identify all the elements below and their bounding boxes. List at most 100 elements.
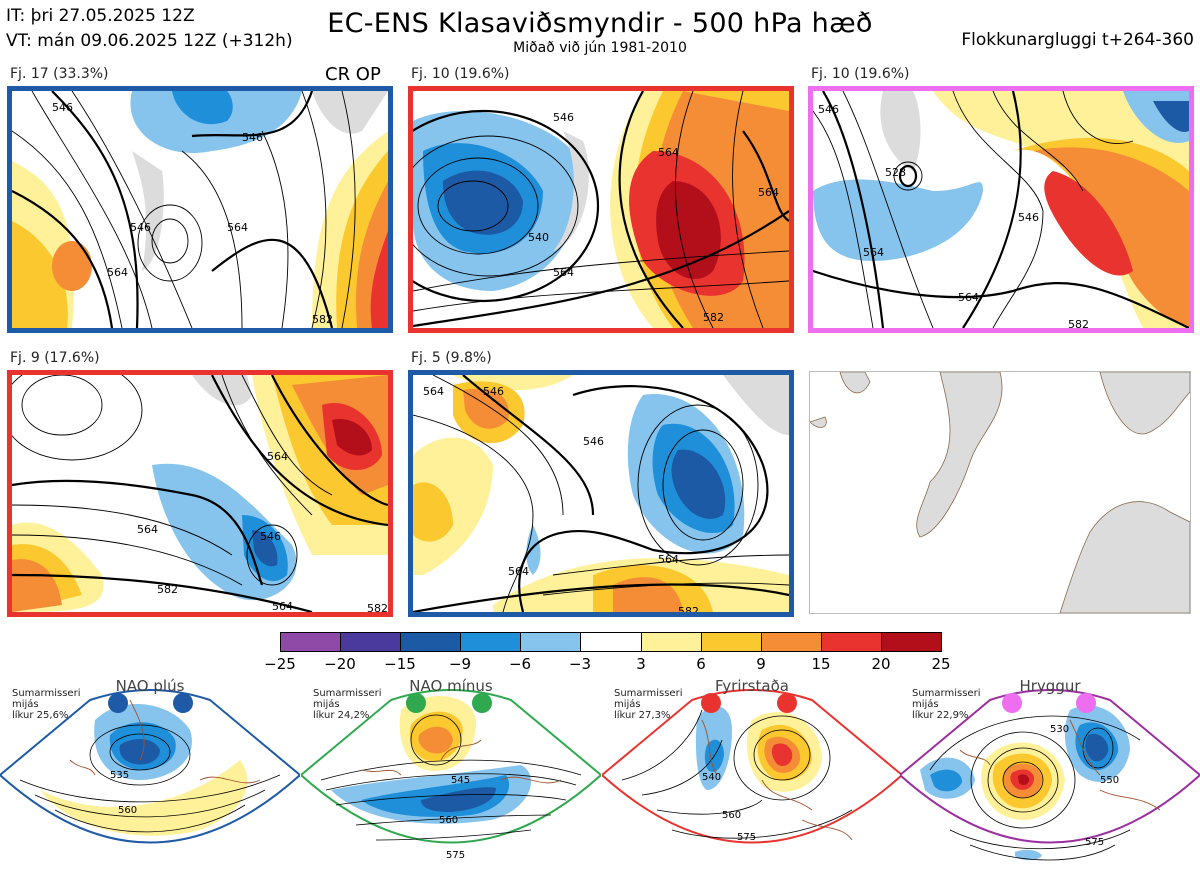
contour-label: 564 — [758, 186, 779, 199]
classification-window: Flokkunargluggi t+264-360 — [961, 30, 1194, 50]
regime-period: mijás — [614, 699, 641, 710]
colorbar-tick: −25 — [264, 655, 296, 673]
colorbar-tick: 20 — [871, 655, 891, 673]
colorbar-cell — [341, 633, 402, 651]
cluster-map-2[interactable]: 546 540 564 564 582 564 — [408, 86, 794, 333]
contour-label: 546 — [242, 131, 263, 144]
colorbar-cell — [461, 633, 522, 651]
colorbar-tick: 15 — [811, 655, 831, 673]
regime-name: Fyrirstaða — [715, 677, 789, 695]
regime-season: Sumarmisseri — [614, 688, 683, 699]
regime-period: mijás — [912, 699, 939, 710]
cluster-label-4: Fj. 9 (17.6%) — [10, 350, 100, 366]
regime-marker-dot — [1076, 693, 1096, 713]
colorbar-tick: 25 — [931, 655, 951, 673]
contour-label: 564 — [137, 523, 158, 536]
empty-base-map — [809, 371, 1191, 614]
colorbar-tick: 6 — [696, 655, 706, 673]
contour-label: 564 — [227, 221, 248, 234]
regime-nao-minus: 545 560 575 NAO mínus Sumarmisseri mijás… — [299, 677, 603, 871]
regime-nao-minus-graphic: 545 560 575 — [299, 689, 603, 861]
regime-nao-plus: 535 560 NAO plús Sumarmisseri mijás líku… — [0, 677, 302, 871]
contour-label: 546 — [818, 103, 839, 116]
regime-marker-dot — [1002, 693, 1022, 713]
colorbar-cell — [581, 633, 642, 651]
contour-label: 564 — [658, 146, 679, 159]
contour-label: 546 — [1018, 211, 1039, 224]
contour-label: 528 — [885, 166, 906, 179]
colorbar-tick: 3 — [636, 655, 646, 673]
page-subtitle: Miðað við jún 1981-2010 — [513, 40, 687, 56]
regime-name: Hryggur — [1019, 677, 1081, 695]
contour-label: 546 — [260, 530, 281, 543]
colorbar — [280, 632, 942, 652]
cluster-map-3-graphic: 546 528 564 546 564 582 — [813, 91, 1189, 328]
regime-season: Sumarmisseri — [313, 688, 382, 699]
base-map-graphic — [810, 372, 1190, 613]
control-run-label: CR OP — [325, 64, 381, 85]
contour-label: 564 — [272, 600, 293, 612]
colorbar-tick: −9 — [448, 655, 472, 673]
regime-contour-label: 560 — [118, 805, 137, 816]
page-title: EC-ENS Klasaviðsmyndir - 500 hPa hæð — [327, 8, 873, 39]
regime-period: mijás — [313, 699, 340, 710]
cluster-map-1-graphic: 546 546 564 564 582 546 — [12, 91, 388, 328]
colorbar-tick: −6 — [508, 655, 532, 673]
regime-likelihood: líkur 22,9% — [912, 710, 969, 721]
cluster-map-5[interactable]: 564 546 546 564 564 582 — [408, 370, 794, 617]
cluster-label-3: Fj. 10 (19.6%) — [811, 66, 910, 82]
regime-info: Sumarmisseri mijás líkur 24,2% — [313, 688, 381, 721]
header-info: IT: þri 27.05.2025 12Z VT: mán 09.06.202… — [6, 4, 293, 54]
contour-label: 564 — [553, 266, 574, 279]
cluster-map-2-graphic: 546 540 564 564 582 564 — [413, 91, 789, 328]
regime-contour-label: 535 — [110, 770, 129, 781]
regime-marker-dot — [701, 693, 721, 713]
colorbar-cell — [281, 633, 342, 651]
contour-label: 564 — [107, 266, 128, 279]
regime-marker-dot — [777, 693, 797, 713]
regime-season: Sumarmisseri — [12, 688, 81, 699]
regime-likelihood: líkur 24,2% — [313, 710, 370, 721]
regime-likelihood: líkur 27,3% — [614, 710, 671, 721]
cluster-label-2: Fj. 10 (19.6%) — [411, 66, 510, 82]
colorbar-tick: −15 — [384, 655, 416, 673]
regime-info: Sumarmisseri mijás líkur 27,3% — [614, 688, 682, 721]
contour-label: 582 — [367, 602, 388, 612]
colorbar-cell — [701, 633, 762, 651]
cluster-map-4[interactable]: 564 564 546 582 564 582 — [7, 370, 393, 617]
regime-contour-label: 550 — [1100, 775, 1119, 786]
regime-likelihood: líkur 25,6% — [12, 710, 69, 721]
contour-label: 582 — [703, 311, 724, 324]
contour-label: 582 — [312, 313, 333, 326]
regime-name: NAO mínus — [409, 677, 493, 695]
contour-label: 546 — [52, 101, 73, 114]
regime-contour-label: 560 — [439, 815, 458, 826]
regime-name: NAO plús — [115, 677, 185, 695]
cluster-label-1: Fj. 17 (33.3%) — [10, 66, 109, 82]
colorbar-cell — [401, 633, 462, 651]
contour-label: 546 — [583, 435, 604, 448]
regime-contour-label: 560 — [722, 810, 741, 821]
regime-ridge: 530 550 575 Hryggur Sumarmisseri mijás l… — [898, 677, 1200, 871]
regime-contour-label: 575 — [1085, 837, 1104, 848]
regime-marker-dot — [406, 693, 426, 713]
regime-marker-dot — [108, 693, 128, 713]
regime-marker-dot — [472, 693, 492, 713]
regime-info: Sumarmisseri mijás líkur 25,6% — [12, 688, 80, 721]
contour-label: 564 — [863, 246, 884, 259]
colorbar-cell — [761, 633, 822, 651]
regime-contour-label: 530 — [1050, 724, 1069, 735]
contour-label: 582 — [1068, 318, 1089, 328]
cluster-map-1[interactable]: 546 546 564 564 582 546 — [7, 86, 393, 333]
cluster-map-3[interactable]: 546 528 564 546 564 582 — [808, 86, 1194, 333]
colorbar-tick: 9 — [756, 655, 766, 673]
regime-blocking-graphic: 540 560 575 — [600, 689, 904, 844]
contour-label: 564 — [658, 553, 679, 566]
colorbar-cell — [881, 633, 942, 651]
regime-nao-plus-graphic: 535 560 — [0, 689, 302, 844]
contour-label: 540 — [528, 231, 549, 244]
cluster-map-5-graphic: 564 546 546 564 564 582 — [413, 375, 789, 612]
colorbar-tick: −3 — [568, 655, 592, 673]
contour-label: 582 — [678, 605, 699, 612]
regime-ridge-graphic: 530 550 575 — [898, 689, 1200, 861]
